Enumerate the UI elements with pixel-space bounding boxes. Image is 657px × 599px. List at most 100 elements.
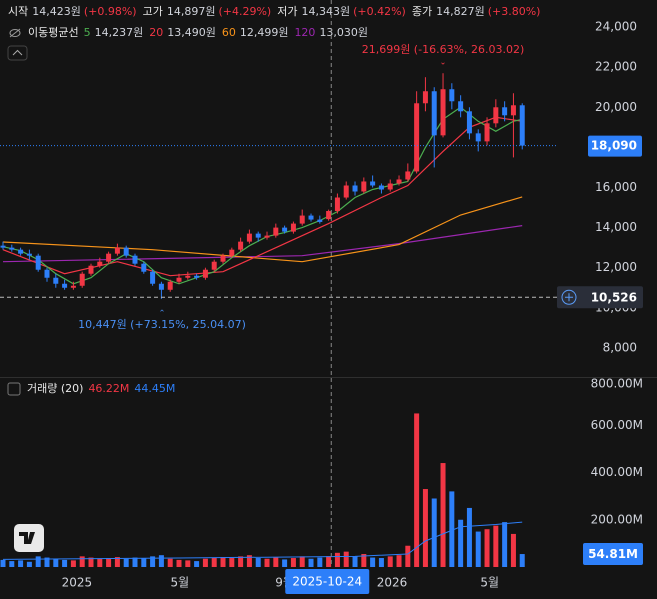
low-marker: ⌃ <box>159 309 166 318</box>
last-volume-box <box>583 543 643 566</box>
volume-bar <box>246 555 252 567</box>
ma-value: 13,490원 <box>167 26 216 39</box>
volume-bar <box>114 557 120 567</box>
ma-value: 13,030원 <box>319 26 368 39</box>
volume-bar <box>79 556 85 567</box>
y-tick-label: 22,000 <box>595 60 637 74</box>
candle-body <box>308 215 314 220</box>
volume-bar <box>343 551 349 567</box>
candle-body <box>62 283 68 288</box>
candle-body <box>361 181 367 192</box>
candle-body <box>238 241 244 250</box>
volume-bar <box>141 558 147 567</box>
y-tick-label: 8,000 <box>603 340 637 354</box>
volume-bar <box>484 529 490 567</box>
volume-bar <box>0 559 6 567</box>
candle-body <box>387 183 393 190</box>
volume-bar <box>211 557 217 567</box>
candle-body <box>343 185 349 198</box>
candle-body <box>352 185 358 192</box>
volume-bar <box>123 558 129 567</box>
volume-bar <box>167 558 173 567</box>
x-tick-label: 2025 <box>62 576 93 590</box>
candle-body <box>264 235 270 238</box>
volume-tick-label: 400.00M <box>591 465 643 479</box>
volume-bar <box>449 491 455 567</box>
candle-body <box>79 273 85 286</box>
candle-body <box>35 255 41 270</box>
add-alert-plus <box>565 293 573 302</box>
volume-bar <box>238 556 244 567</box>
volume-bar <box>53 558 59 567</box>
candle-body <box>185 275 191 278</box>
candle-body <box>26 253 32 256</box>
volume-bar <box>9 561 15 567</box>
ohlc-change: (+0.98%) <box>84 5 137 18</box>
volume-bar <box>88 557 94 567</box>
volume-bar <box>370 557 376 567</box>
collapse-arrow <box>12 49 23 56</box>
candle-body <box>334 197 340 212</box>
volume-bar <box>26 561 32 567</box>
last-price-label: 18,090 <box>591 139 637 153</box>
volume-tick-label: 600.00M <box>591 418 643 432</box>
last-volume-label: 54.81M <box>588 547 638 561</box>
volume-bar <box>510 533 516 567</box>
volume-bar <box>282 559 288 567</box>
volume-bar <box>132 557 138 567</box>
candle-body <box>282 227 288 232</box>
candle-body <box>114 247 120 254</box>
x-tick-label: 5월 <box>171 576 190 590</box>
volume-bar <box>18 560 24 567</box>
candle-body <box>422 91 428 104</box>
candle-body <box>510 105 516 116</box>
ma-icon <box>9 28 21 38</box>
volume-bar <box>185 560 191 567</box>
volume-bar <box>273 557 279 567</box>
add-alert-icon[interactable] <box>561 289 577 305</box>
price-line-box <box>557 286 643 309</box>
ma-value: 12,499원 <box>240 26 289 39</box>
candle-body <box>273 227 279 236</box>
candle-body <box>70 285 76 288</box>
ohlc-value: 14,897원 <box>167 5 216 18</box>
y-tick-label: 24,000 <box>595 20 637 34</box>
crosshair-label: 2025-10-24 <box>292 575 362 589</box>
ohlc-label: 고가 <box>143 5 163 18</box>
volume-bar <box>290 558 296 567</box>
volume-bar <box>422 489 428 567</box>
ohlc-value: 14,423원 <box>32 5 81 18</box>
volume-bar <box>202 558 208 567</box>
ma-value: 14,237원 <box>95 26 144 39</box>
collapse-button[interactable] <box>7 45 28 61</box>
candle-body <box>475 133 481 142</box>
volume-bar <box>431 498 437 567</box>
volume-tick-label: 200.00M <box>591 512 643 526</box>
tradingview-logo <box>14 524 44 552</box>
ohlc-change: (+0.42%) <box>353 5 406 18</box>
ohlc-label: 시작 <box>8 5 28 18</box>
candle-body <box>211 261 217 270</box>
volume-bar <box>35 556 41 567</box>
candle-body <box>106 253 112 262</box>
ohlc-label: 저가 <box>277 5 297 18</box>
candle-body <box>194 275 200 278</box>
candle-body <box>123 247 129 256</box>
candle-body <box>484 123 490 142</box>
candle-body <box>449 89 455 102</box>
ohlc-value: 14,343원 <box>301 5 350 18</box>
candle-body <box>246 233 252 242</box>
candle-body <box>519 105 525 146</box>
volume-bar <box>502 522 508 567</box>
volume-bar <box>334 552 340 567</box>
candle-body <box>141 263 147 272</box>
y-tick-label: 20,000 <box>595 100 637 114</box>
volume-bar <box>176 559 182 567</box>
volume-bar <box>97 558 103 567</box>
candle-body <box>220 255 226 262</box>
volume-bar <box>308 558 314 567</box>
price-line-label: 10,526 <box>591 290 637 304</box>
ma-period: 5 <box>84 26 91 39</box>
candle-body <box>493 107 499 124</box>
